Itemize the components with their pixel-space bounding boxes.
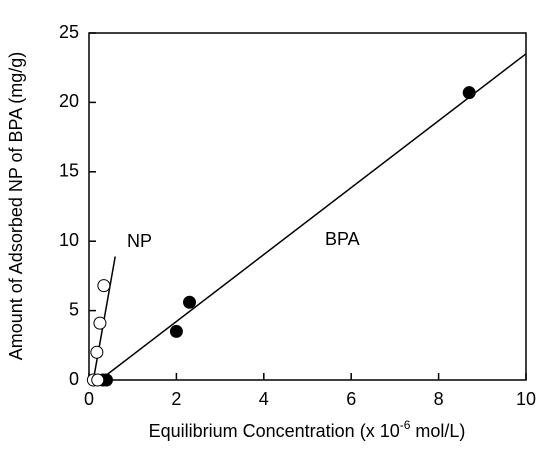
fit-line <box>99 53 527 381</box>
series-label: BPA <box>325 229 360 249</box>
x-tick-label: 8 <box>434 389 444 409</box>
y-tick-label: 25 <box>59 22 79 42</box>
data-point <box>462 86 476 100</box>
x-tick-label: 4 <box>259 389 269 409</box>
data-point <box>91 373 105 387</box>
data-point <box>97 279 111 293</box>
fit-line <box>92 256 116 381</box>
plot-frame <box>88 32 527 381</box>
series-label: NP <box>127 231 152 251</box>
x-label-part: Equilibrium Concentration (x 10 <box>149 421 400 441</box>
data-point <box>93 316 107 330</box>
x-label-part: mol/L) <box>410 421 465 441</box>
x-tick-label: 6 <box>346 389 356 409</box>
y-tick-label: 0 <box>69 369 79 389</box>
y-axis-label: Amount of Adsorbed NP of BPA (mg/g) <box>6 52 26 361</box>
x-axis-label: Equilibrium Concentration (x 10-6 mol/L) <box>149 418 466 441</box>
y-tick-label: 20 <box>59 91 79 111</box>
y-tick-label: 10 <box>59 230 79 250</box>
data-point <box>90 345 104 359</box>
y-tick-label: 15 <box>59 161 79 181</box>
x-tick-label: 10 <box>516 389 536 409</box>
x-label-sup: -6 <box>400 418 411 432</box>
y-tick-label: 5 <box>69 299 79 319</box>
x-tick-label: 0 <box>84 389 94 409</box>
data-point <box>169 324 183 338</box>
x-tick-label: 2 <box>171 389 181 409</box>
data-point <box>183 295 197 309</box>
